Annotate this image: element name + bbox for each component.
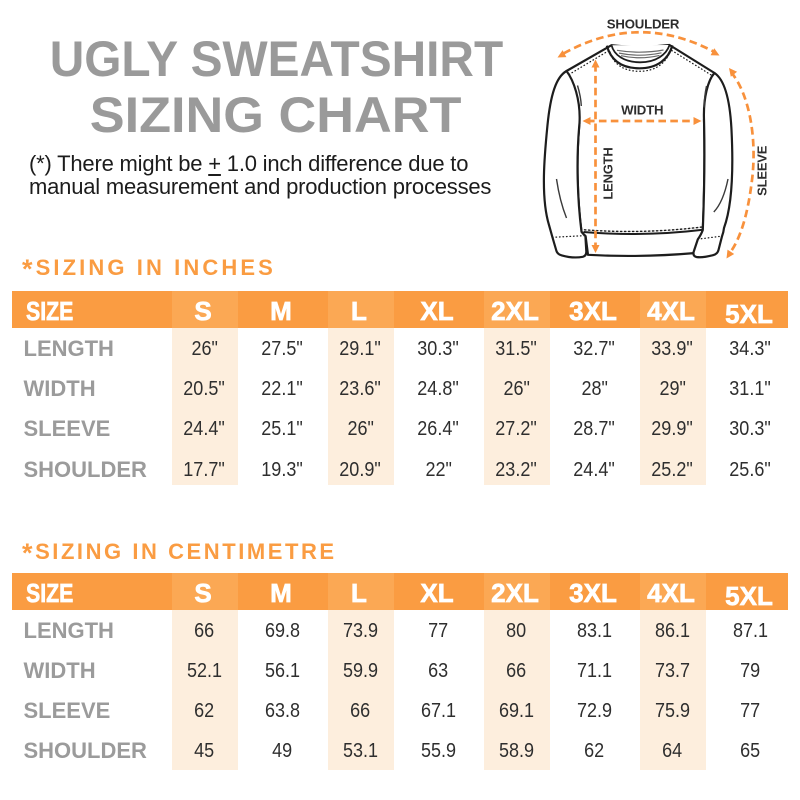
svg-text:SHOULDER: SHOULDER	[607, 17, 680, 32]
svg-text:WIDTH: WIDTH	[621, 103, 663, 118]
svg-text:LENGTH: LENGTH	[601, 147, 616, 199]
svg-text:SLEEVE: SLEEVE	[755, 145, 770, 196]
